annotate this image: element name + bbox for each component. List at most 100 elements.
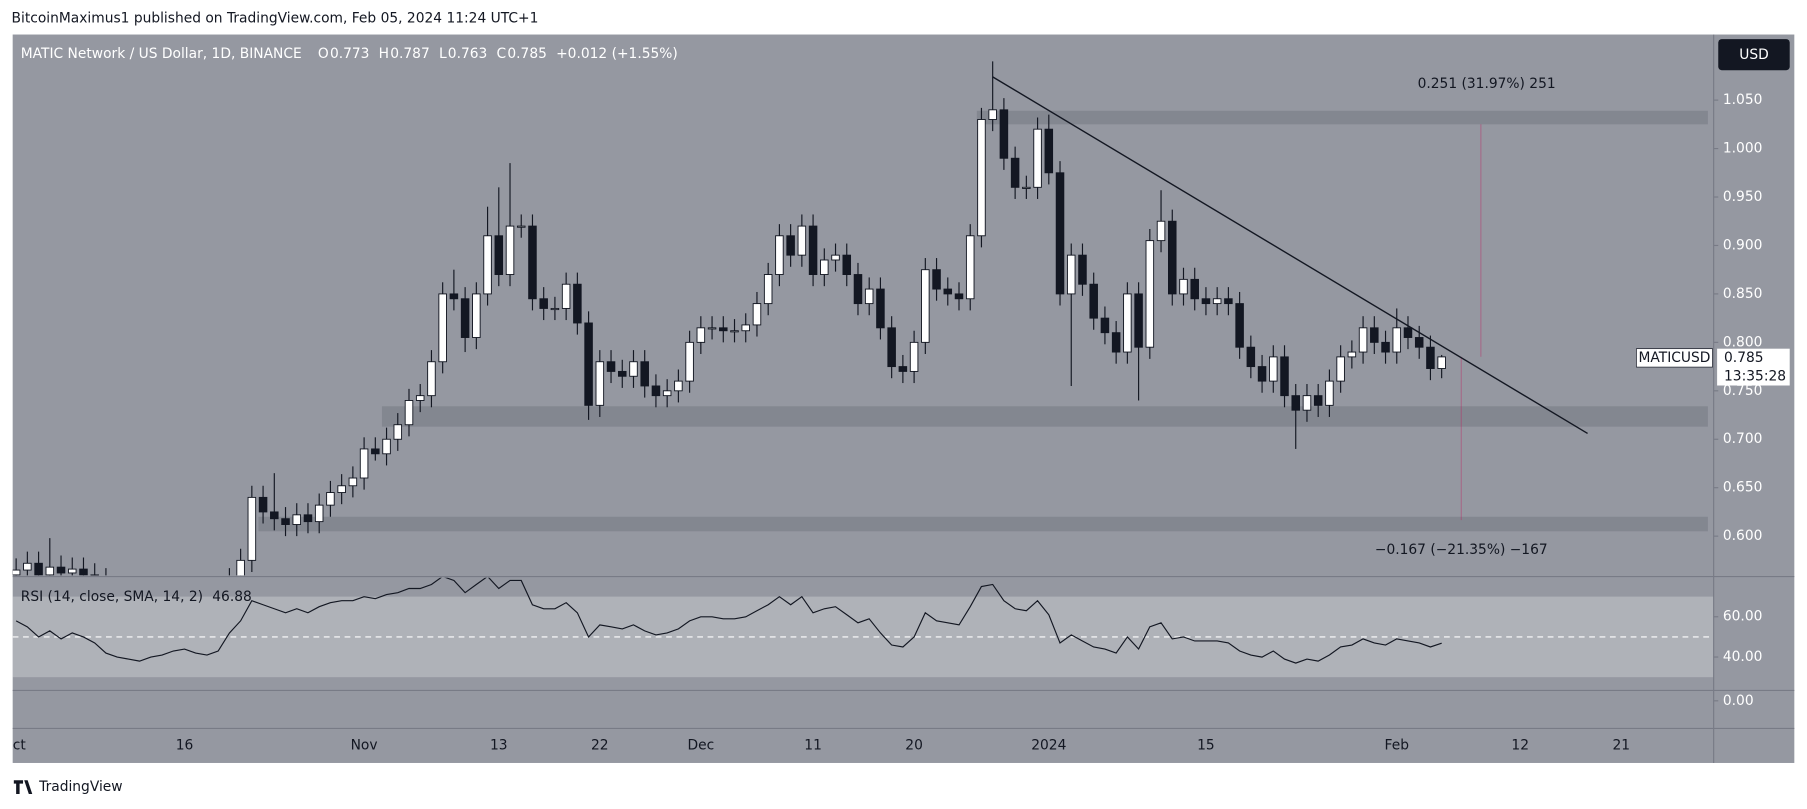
candle-body bbox=[1022, 186, 1031, 189]
x-tick-label: 21 bbox=[1612, 738, 1630, 754]
candle-body bbox=[1313, 395, 1323, 406]
candle-body bbox=[1257, 366, 1267, 382]
candle-body bbox=[1156, 220, 1166, 242]
candle-body bbox=[1111, 332, 1121, 353]
legend-key: C bbox=[497, 46, 507, 62]
rsi-value: 46.88 bbox=[212, 589, 252, 605]
measure-up: 0.251 (31.97%) 251 bbox=[1418, 76, 1556, 92]
candle-body bbox=[965, 235, 975, 300]
candle-body bbox=[853, 274, 863, 305]
candle-body bbox=[573, 283, 582, 324]
currency-button[interactable] bbox=[1718, 39, 1790, 71]
candle-body bbox=[415, 395, 425, 401]
candle-body bbox=[640, 361, 649, 387]
candle-body bbox=[617, 370, 627, 377]
candle-body bbox=[1055, 172, 1065, 295]
price-pane bbox=[12, 61, 1708, 576]
price-label-symbol: MATICUSD bbox=[1639, 350, 1711, 366]
legend-key: O bbox=[318, 46, 329, 62]
candle-body bbox=[887, 327, 896, 368]
symbol-title: MATIC Network / US Dollar, 1D, BINANCE bbox=[21, 46, 302, 62]
candle-body bbox=[1089, 283, 1098, 319]
legend-key: H bbox=[379, 46, 389, 62]
candle-body bbox=[1426, 346, 1435, 369]
x-tick-label: Dec bbox=[687, 738, 714, 754]
y-tick-label: 0.800 bbox=[1723, 334, 1763, 350]
rsi-line bbox=[15, 577, 1442, 664]
x-tick-label: 22 bbox=[591, 738, 609, 754]
price-label-box bbox=[1717, 348, 1790, 386]
candle-body bbox=[314, 504, 324, 523]
candle-body bbox=[1392, 327, 1402, 353]
candle-body bbox=[864, 288, 874, 305]
legend-value: 0.773 bbox=[330, 46, 370, 62]
candle-body bbox=[808, 225, 818, 275]
candle-body bbox=[449, 293, 459, 300]
candle-body bbox=[685, 341, 694, 382]
candle-body bbox=[876, 288, 885, 329]
candle-body bbox=[1358, 327, 1368, 353]
candle-body bbox=[977, 119, 986, 237]
candle-body bbox=[707, 327, 717, 330]
x-tick-label: Feb bbox=[1385, 738, 1409, 754]
candle-body bbox=[752, 303, 762, 326]
chart-panel bbox=[12, 34, 1795, 763]
candle-body bbox=[909, 341, 919, 372]
y-tick-label: 0.900 bbox=[1723, 237, 1763, 253]
candle-body bbox=[494, 235, 504, 275]
rsi-pane bbox=[12, 577, 1714, 678]
candle-body bbox=[427, 361, 436, 397]
candle-body bbox=[629, 361, 638, 377]
candle-body bbox=[1100, 317, 1110, 334]
candle-body bbox=[988, 109, 997, 120]
candle-body bbox=[1168, 220, 1177, 295]
candle-body bbox=[438, 293, 447, 363]
candle-body bbox=[1123, 293, 1132, 353]
candle-body bbox=[921, 269, 930, 343]
candle-body bbox=[786, 235, 795, 256]
x-tick-label: 15 bbox=[1197, 738, 1215, 754]
candle-body bbox=[460, 298, 470, 338]
candle-body bbox=[258, 496, 268, 513]
candle-body bbox=[1212, 298, 1222, 305]
x-tick-label: Nov bbox=[351, 738, 378, 754]
candle-body bbox=[516, 225, 526, 228]
x-tick-label: 11 bbox=[804, 738, 822, 754]
candle-body bbox=[359, 448, 369, 479]
candle-body bbox=[1134, 293, 1143, 348]
legend-value: 0.785 bbox=[507, 46, 547, 62]
legend-value: 0.787 bbox=[390, 46, 430, 62]
measure-down: −0.167 (−21.35%) −167 bbox=[1375, 542, 1548, 558]
candle-body bbox=[393, 424, 403, 440]
price-label-price: 0.785 bbox=[1724, 350, 1764, 366]
candle-body bbox=[561, 283, 571, 309]
candle-body bbox=[292, 514, 302, 525]
candle-body bbox=[1246, 346, 1256, 368]
candle-body bbox=[1224, 298, 1233, 305]
candle-body bbox=[797, 225, 807, 256]
y-tick-label: 0.850 bbox=[1723, 286, 1763, 302]
candle-body bbox=[1033, 128, 1042, 188]
candle-body bbox=[954, 293, 964, 300]
price-label-symbol-box bbox=[1636, 348, 1713, 368]
y-tick-label: 1.000 bbox=[1723, 141, 1763, 157]
published-line: BitcoinMaximus1 published on TradingView… bbox=[12, 10, 539, 26]
candle-body bbox=[483, 235, 492, 295]
y-tick-label: 0.750 bbox=[1723, 383, 1763, 399]
rsi-tick-label: 60.00 bbox=[1723, 609, 1763, 625]
candle-body bbox=[371, 448, 380, 455]
legend-change: +0.012 (+1.55%) bbox=[556, 46, 678, 62]
candle-body bbox=[348, 477, 358, 487]
candle-body bbox=[943, 288, 953, 295]
candle-body bbox=[1370, 327, 1379, 343]
candle-body bbox=[820, 259, 829, 275]
candle-body bbox=[90, 574, 99, 576]
candle-body bbox=[595, 361, 605, 406]
candle-body bbox=[662, 390, 672, 397]
candle-body bbox=[719, 327, 728, 332]
candle-body bbox=[1291, 395, 1301, 411]
candle-body bbox=[505, 225, 515, 275]
price-label-countdown: 13:35:28 bbox=[1724, 368, 1786, 384]
trendline bbox=[992, 76, 1588, 435]
